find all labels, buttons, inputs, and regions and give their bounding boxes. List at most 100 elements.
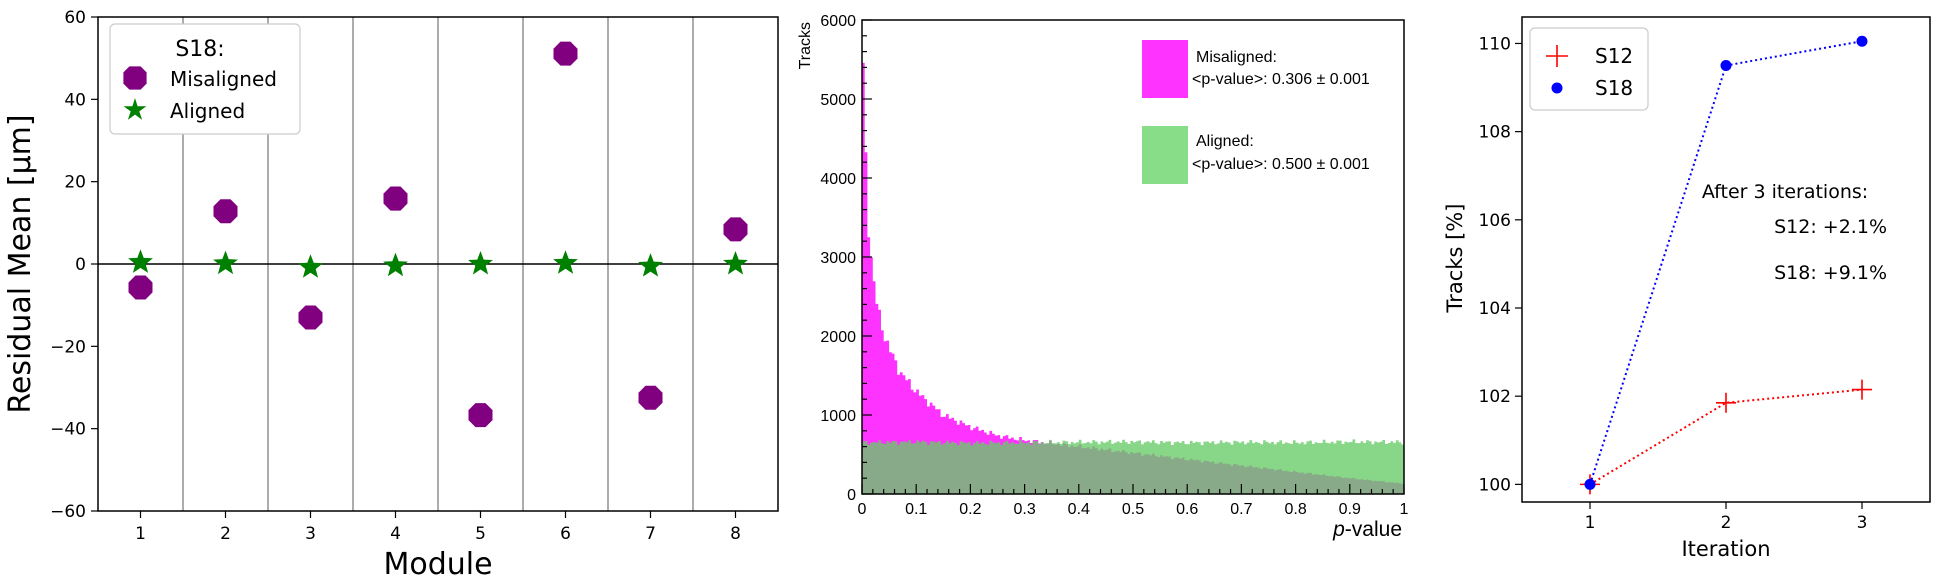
x-tick-label: 0.1 xyxy=(905,501,927,518)
legend-swatch-misaligned xyxy=(1142,40,1188,98)
legend-stat-misaligned: <p-value>: 0.306 ± 0.001 xyxy=(1192,71,1370,88)
x-tick-label: 0.6 xyxy=(1176,501,1198,518)
x-tick-label: 0.8 xyxy=(1284,501,1306,518)
legend: S18: Misaligned Aligned xyxy=(109,23,301,135)
y-tick-label: 104 xyxy=(1479,299,1511,319)
legend-plus-icon xyxy=(1546,45,1568,67)
y-tick-label: 110 xyxy=(1479,34,1511,54)
x-tick-label: 1 xyxy=(1585,513,1596,533)
data-marks xyxy=(128,41,748,428)
axis-ticks: 0 1000 2000 3000 4000 5000 6000 0 0.1 0.2 0.3 0.4 0.… xyxy=(820,13,1408,518)
legend-label-misaligned: Misaligned xyxy=(170,67,277,91)
x-tick-label: 0.2 xyxy=(959,501,981,518)
x-tick-label: 5 xyxy=(475,524,486,544)
y-axis-label: Tracks [%] xyxy=(1443,204,1467,314)
x-tick-label: 0.3 xyxy=(1013,501,1035,518)
axis-ticks: −60 −40 −20 0 20 40 60 1 2 3 4 5 6 7 8 xyxy=(50,8,741,544)
legend-label-s12: S12 xyxy=(1595,44,1633,68)
misaligned-point xyxy=(553,41,578,66)
y-tick-label: −40 xyxy=(50,420,86,440)
aligned-point xyxy=(128,249,153,273)
x-tick-label: 8 xyxy=(730,524,741,544)
legend-label-aligned: Aligned xyxy=(170,99,245,123)
legend-stat-aligned: <p-value>: 0.500 ± 0.001 xyxy=(1192,156,1370,173)
y-tick-label: 106 xyxy=(1479,211,1511,231)
misaligned-point xyxy=(213,199,238,224)
legend: Misaligned: <p-value>: 0.306 ± 0.001 Ali… xyxy=(1142,40,1370,184)
misaligned-point xyxy=(468,403,493,428)
aligned-point xyxy=(213,250,238,275)
x-axis-label: p-value xyxy=(1332,518,1402,541)
legend-label-s18: S18 xyxy=(1595,76,1633,100)
misaligned-point xyxy=(383,186,408,211)
s18-point xyxy=(1856,35,1868,47)
legend-dot-icon xyxy=(1551,82,1563,94)
x-tick-label: 7 xyxy=(645,524,656,544)
y-tick-label: 5000 xyxy=(820,92,856,109)
y-tick-label: 0 xyxy=(75,255,86,275)
x-tick-label: 0.9 xyxy=(1339,501,1361,518)
y-tick-label: 108 xyxy=(1479,123,1511,143)
x-tick-label: 2 xyxy=(1721,513,1732,533)
x-tick-label: 0 xyxy=(858,501,867,518)
x-tick-label: 6 xyxy=(560,524,571,544)
x-axis-label: Module xyxy=(383,547,492,582)
x-tick-label: 1 xyxy=(1400,501,1409,518)
misaligned-histogram xyxy=(862,62,1404,495)
x-tick-label: 4 xyxy=(390,524,401,544)
misaligned-point xyxy=(723,217,748,242)
y-tick-label: 40 xyxy=(64,90,86,110)
aligned-histogram xyxy=(862,439,1404,494)
y-tick-label: 60 xyxy=(64,8,86,28)
aligned-point xyxy=(553,250,578,274)
annotation-heading: After 3 iterations: xyxy=(1702,181,1868,203)
aligned-point xyxy=(298,254,323,278)
y-tick-label: 2000 xyxy=(820,329,856,346)
legend-box xyxy=(109,23,301,135)
x-tick-label: 3 xyxy=(1857,513,1868,533)
histogram-areas xyxy=(862,62,1404,495)
misaligned-point xyxy=(298,305,323,330)
residual-mean-chart: −60 −40 −20 0 20 40 60 1 2 3 4 5 6 7 8 Module Residual… xyxy=(3,8,779,582)
y-tick-label: 1000 xyxy=(820,408,856,425)
misaligned-point xyxy=(128,275,153,300)
legend-star-icon xyxy=(123,98,147,120)
legend-title: S18: xyxy=(175,37,224,62)
misaligned-point xyxy=(638,385,663,410)
x-tick-label: 1 xyxy=(135,524,146,544)
p-value-histogram: 0 1000 2000 3000 4000 5000 6000 0 0.1 0.2 0.3 0.4 0.… xyxy=(797,13,1409,541)
annotation-s18: S18: +9.1% xyxy=(1774,262,1887,284)
y-tick-label: 20 xyxy=(64,173,86,193)
y-axis-label: Residual Mean [µm] xyxy=(3,114,38,413)
s12-point xyxy=(1852,379,1872,400)
s12-point xyxy=(1716,392,1736,413)
y-tick-label: 0 xyxy=(847,487,856,504)
y-tick-label: 100 xyxy=(1479,475,1511,495)
aligned-point xyxy=(468,251,493,275)
y-tick-label: 4000 xyxy=(820,171,856,188)
x-axis-label: Iteration xyxy=(1681,537,1770,561)
aligned-point xyxy=(383,252,408,277)
data-marks xyxy=(1580,35,1872,495)
s18-point xyxy=(1720,60,1732,71)
x-tick-label: 2 xyxy=(220,524,231,544)
x-tick-label: 3 xyxy=(305,524,316,544)
legend: S12 S18 xyxy=(1529,27,1649,111)
y-tick-label: 6000 xyxy=(820,13,856,30)
annotation-s12: S12: +2.1% xyxy=(1774,216,1887,238)
aligned-point xyxy=(723,251,748,275)
tracks-iteration-chart: 100 102 104 106 108 110 1 2 3 Iteration Tracks [… xyxy=(1443,16,1931,561)
legend-swatch-aligned xyxy=(1142,126,1188,184)
x-tick-label: 0.7 xyxy=(1230,501,1252,518)
y-tick-label: −60 xyxy=(50,502,86,522)
y-tick-label: 3000 xyxy=(820,250,856,267)
legend-head-aligned: Aligned: xyxy=(1196,133,1254,150)
y-axis-label: Tracks xyxy=(797,22,814,69)
x-tick-label: 0.4 xyxy=(1068,501,1090,518)
y-tick-label: −20 xyxy=(50,337,86,357)
legend-head-misaligned: Misaligned: xyxy=(1196,49,1277,66)
s18-point xyxy=(1584,478,1596,490)
x-tick-label: 0.5 xyxy=(1122,501,1144,518)
axis-ticks: 100 102 104 106 108 110 1 2 3 xyxy=(1479,34,1868,533)
